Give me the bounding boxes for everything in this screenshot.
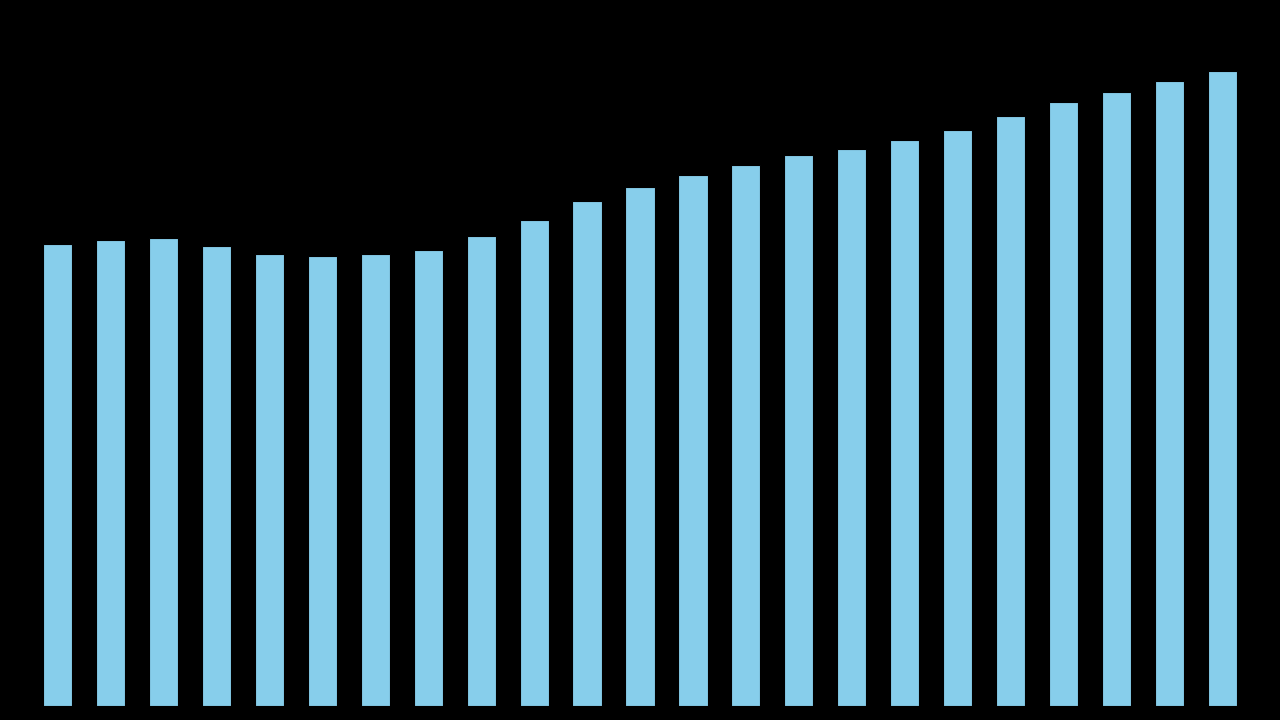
Bar	[42, 244, 72, 706]
Bar	[943, 130, 973, 706]
Bar	[361, 254, 389, 706]
Bar	[148, 238, 178, 706]
Bar	[678, 175, 708, 706]
Bar	[731, 165, 760, 706]
Bar	[626, 187, 654, 706]
Bar	[96, 240, 125, 706]
Bar	[996, 116, 1025, 706]
Bar	[255, 254, 284, 706]
Bar	[520, 220, 549, 706]
Bar	[891, 140, 919, 706]
Bar	[1102, 91, 1132, 706]
Bar	[785, 155, 814, 706]
Bar	[202, 246, 230, 706]
Bar	[413, 251, 443, 706]
Bar	[1155, 81, 1184, 706]
Bar	[1050, 102, 1078, 706]
Bar	[572, 202, 602, 706]
Bar	[307, 256, 337, 706]
Bar	[837, 148, 867, 706]
Bar	[1208, 71, 1238, 706]
Bar	[466, 236, 495, 706]
